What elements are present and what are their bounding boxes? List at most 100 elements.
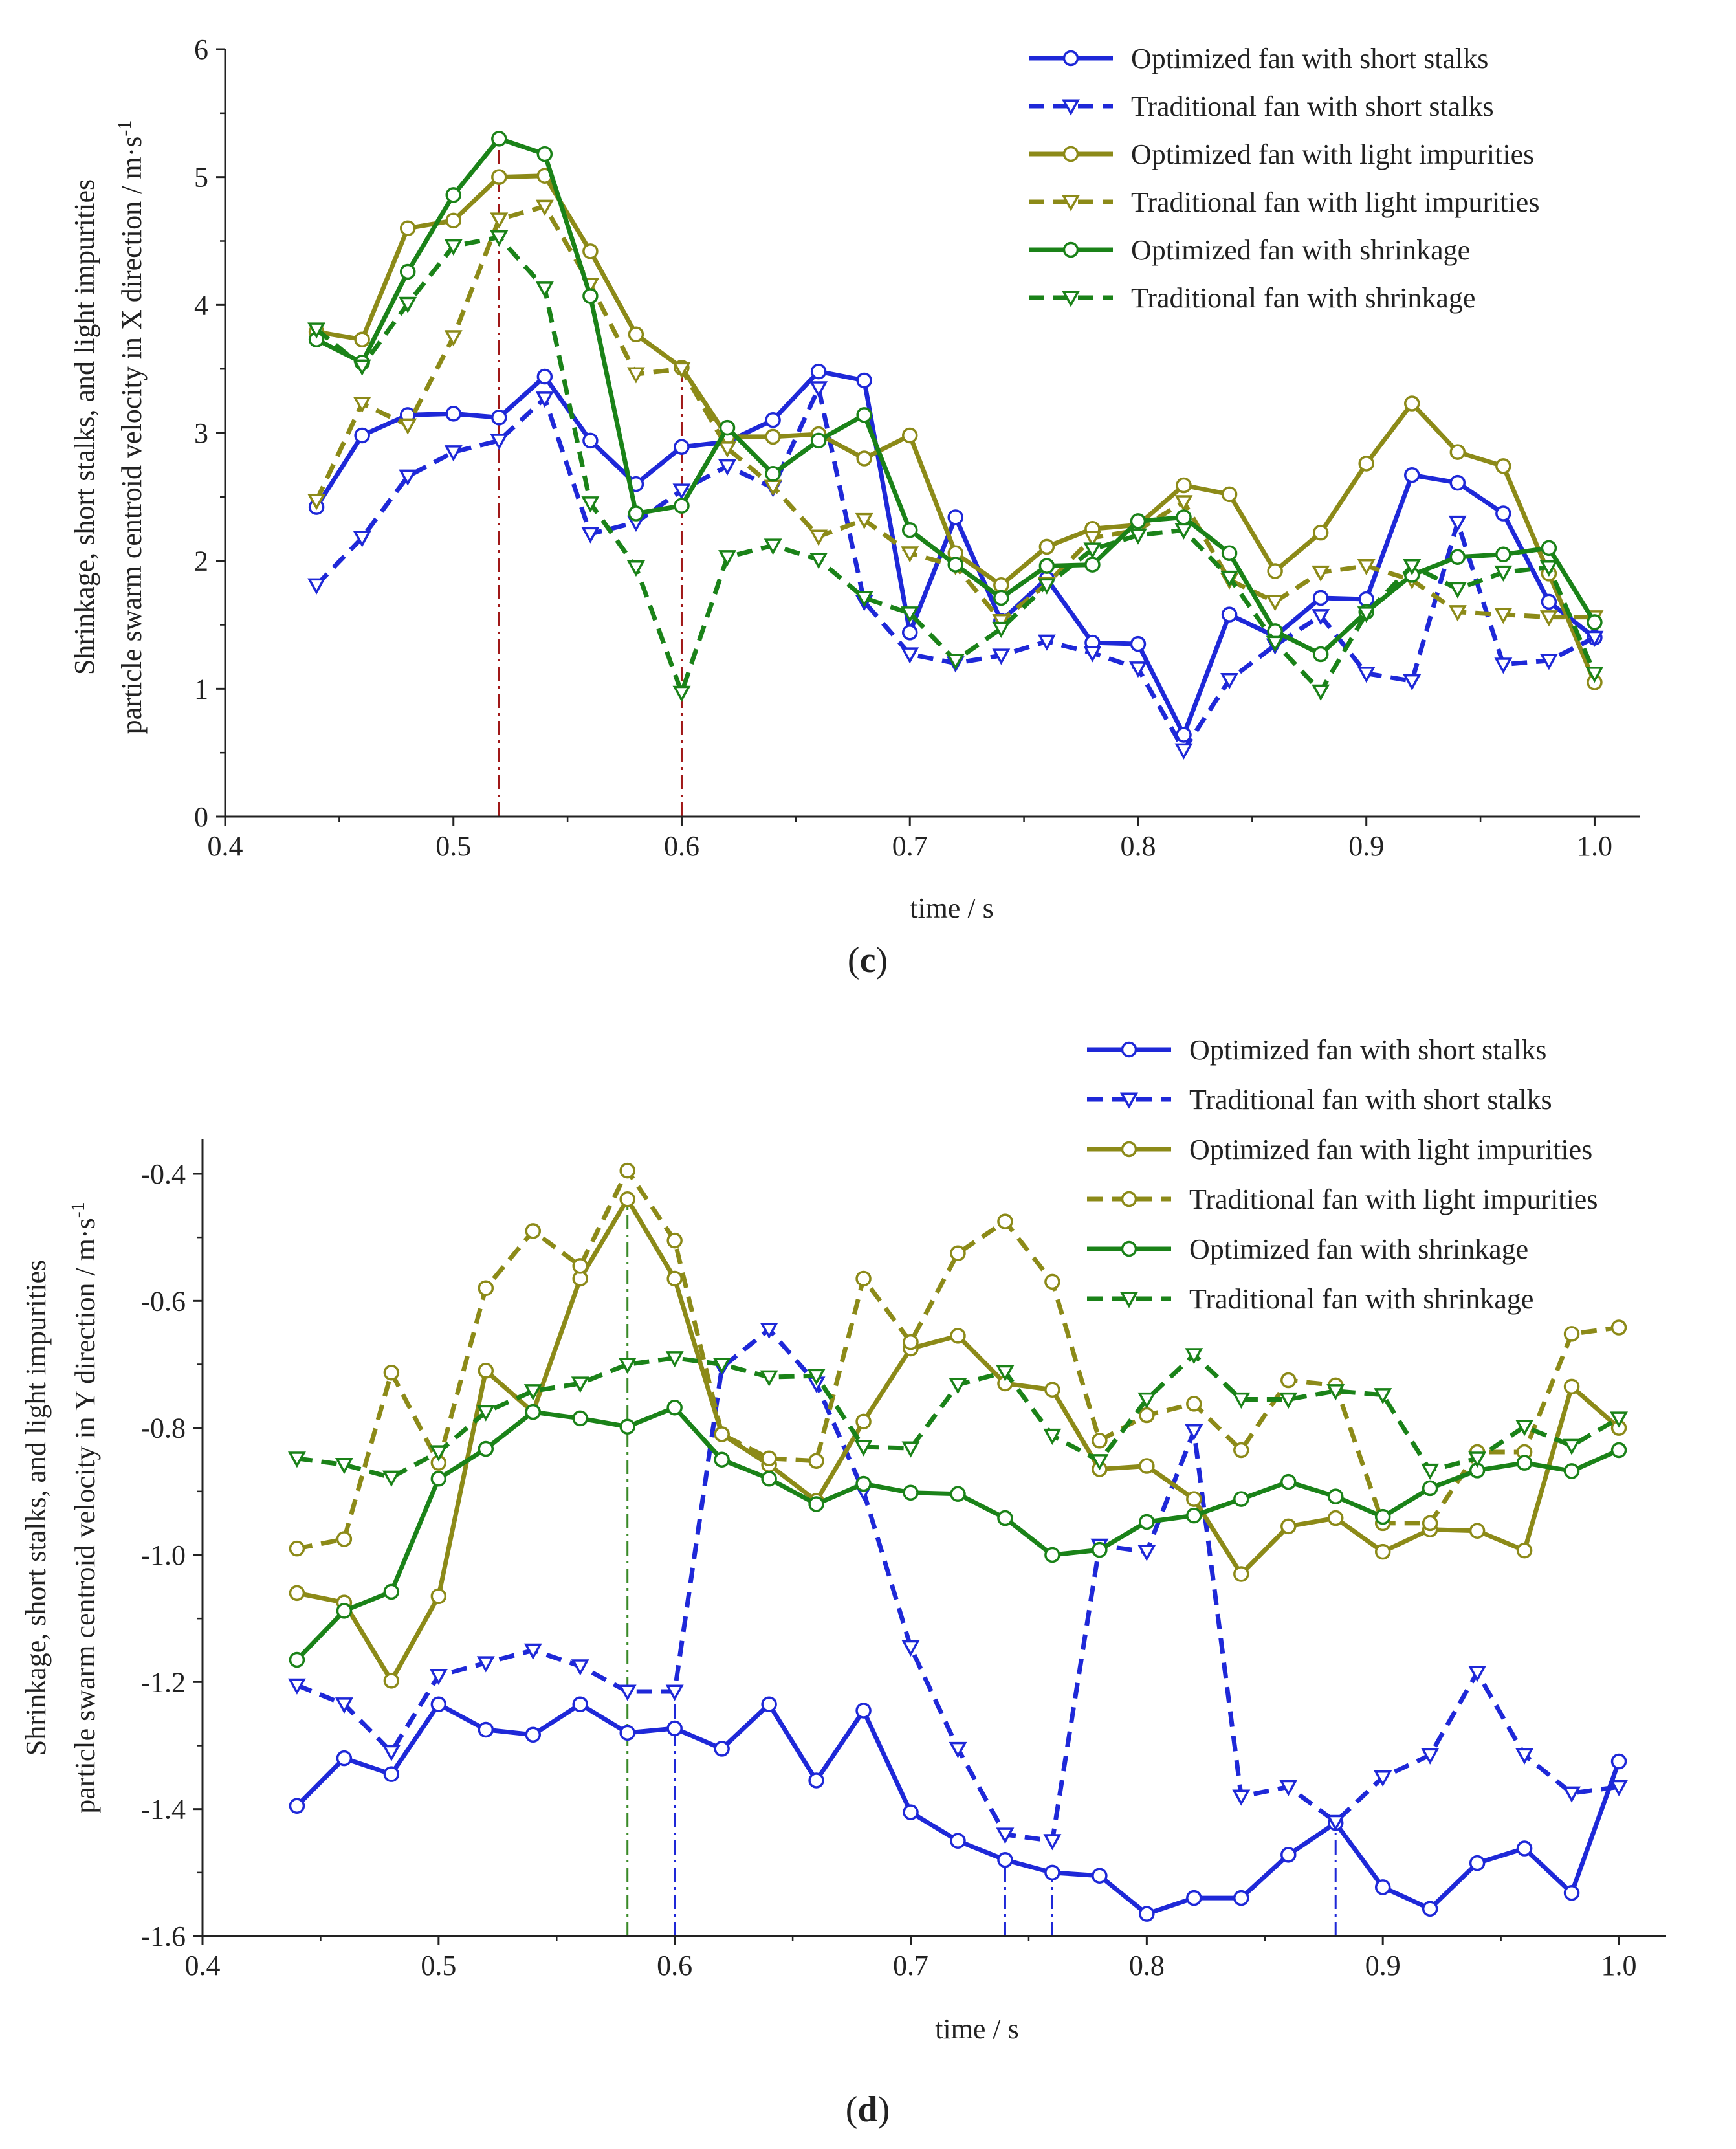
chart-c-x-tick-label-6: 1.0 bbox=[1577, 830, 1612, 862]
chart-c-series-2-point-15 bbox=[993, 577, 1009, 593]
chart-d-series-0-point-16 bbox=[1044, 1864, 1060, 1881]
chart-d-series-5-line bbox=[296, 1352, 1620, 1480]
chart-c-x-tick-label-5: 0.9 bbox=[1348, 830, 1384, 862]
chart-c-series-4-point-15 bbox=[993, 590, 1009, 606]
chart-d-y-tick-label-5: -0.6 bbox=[140, 1285, 186, 1317]
chart-d-x-tick-label-6: 1.0 bbox=[1601, 1950, 1637, 1981]
chart-d-series-1-point-8 bbox=[665, 1684, 684, 1701]
chart-d-series-2-point-27 bbox=[1563, 1378, 1580, 1395]
chart-d-legend-label-2: Optimized fan with light impurities bbox=[1189, 1134, 1592, 1165]
chart-d-series-0-point-2 bbox=[383, 1766, 400, 1782]
chart-c-series-0-point-18 bbox=[1130, 635, 1147, 652]
chart-d-series-4-point-27 bbox=[1563, 1463, 1580, 1479]
chart-d-series-5-point-3 bbox=[429, 1445, 448, 1462]
chart-c-series-5-point-15 bbox=[992, 621, 1011, 639]
chart-c-series-2-point-20 bbox=[1221, 486, 1238, 503]
chart-d-series-5-point-18 bbox=[1137, 1392, 1156, 1409]
chart-d-series-2-point-21 bbox=[1280, 1518, 1297, 1535]
chart-d-series-1-point-27 bbox=[1563, 1786, 1581, 1803]
chart-d-y-tick-label-1: -1.4 bbox=[140, 1794, 186, 1825]
chart-d-series-0-point-27 bbox=[1563, 1884, 1580, 1901]
chart-c-series-3-point-19 bbox=[1174, 495, 1193, 512]
chart-c-series-3-point-21 bbox=[1266, 595, 1284, 612]
chart-c-series-4-point-8 bbox=[674, 498, 690, 514]
chart-d-series-0-point-13 bbox=[903, 1804, 919, 1820]
chart-c-y-tick-label-6: 6 bbox=[194, 34, 208, 65]
chart-d-series-1 bbox=[287, 1322, 1629, 1851]
chart-c-series-3-point-1 bbox=[353, 396, 371, 413]
chart-c-series-5-point-26 bbox=[1494, 565, 1513, 582]
chart-c-series-3-point-22 bbox=[1312, 565, 1330, 582]
chart-d-series-4-point-11 bbox=[808, 1496, 824, 1512]
chart-d-series-3-point-18 bbox=[1139, 1407, 1155, 1424]
chart-c-series-5-point-25 bbox=[1448, 582, 1467, 599]
chart-c-legend-label-4: Optimized fan with shrinkage bbox=[1131, 234, 1470, 266]
chart-c-y-tick-label-0: 0 bbox=[194, 801, 208, 833]
chart-d-series-3-point-1 bbox=[336, 1531, 353, 1547]
chart-d-series-1-point-15 bbox=[996, 1827, 1015, 1844]
chart-c-series-4-point-3 bbox=[445, 187, 461, 203]
chart-d-series-0-point-20 bbox=[1233, 1890, 1249, 1906]
chart-d-series-2-point-25 bbox=[1469, 1523, 1486, 1539]
chart-d-series-5-point-6 bbox=[571, 1376, 589, 1393]
chart-d-legend: Optimized fan with short stalks Tradition… bbox=[1087, 1034, 1598, 1315]
chart-c-legend-item-2: Optimized fan with light impurities bbox=[1029, 138, 1534, 170]
chart-c-series-5-point-8 bbox=[672, 685, 691, 702]
chart-d-series-1-point-6 bbox=[571, 1659, 589, 1676]
chart-d-series-3-point-15 bbox=[997, 1213, 1013, 1229]
chart-d-legend-item-2: Optimized fan with light impurities bbox=[1087, 1134, 1592, 1165]
chart-d-series-1-point-2 bbox=[382, 1745, 401, 1761]
chart-d-series-3-point-28 bbox=[1610, 1319, 1627, 1336]
chart-d-series-2-point-0 bbox=[289, 1585, 305, 1602]
chart-d-series-1-point-23 bbox=[1374, 1770, 1392, 1787]
chart-d-x-tick-label-3: 0.7 bbox=[893, 1950, 928, 1981]
chart-d-legend-marker-2 bbox=[1121, 1141, 1137, 1158]
chart-d-series-0-point-24 bbox=[1422, 1901, 1438, 1917]
chart-c-series-2-point-12 bbox=[856, 450, 872, 467]
chart-c-series-1-point-6 bbox=[581, 527, 600, 544]
chart-c-series-2-point-23 bbox=[1358, 456, 1374, 472]
chart-d-series-2-point-26 bbox=[1516, 1542, 1533, 1559]
chart-c-series-0-point-25 bbox=[1449, 474, 1466, 491]
chart-c-series-4-point-2 bbox=[399, 263, 416, 280]
chart-d-series-5-point-10 bbox=[760, 1370, 778, 1387]
chart-c-panel-label: (c) bbox=[848, 940, 888, 980]
chart-c-series-1-point-15 bbox=[992, 648, 1011, 665]
chart-c-series-5-point-0 bbox=[307, 322, 326, 339]
chart-c-series-4-point-12 bbox=[856, 407, 872, 423]
chart-c-series-5-point-7 bbox=[626, 560, 645, 577]
chart-c-series-5-point-16 bbox=[1037, 578, 1056, 595]
chart-c-series-4-point-10 bbox=[765, 466, 781, 482]
chart-d-series-5-point-13 bbox=[901, 1441, 920, 1458]
chart-c-series-5-point-23 bbox=[1357, 606, 1376, 623]
chart-c-series-5-point-1 bbox=[353, 359, 371, 376]
chart-c-series-0-point-24 bbox=[1404, 467, 1420, 483]
chart-c-series-1-point-0 bbox=[307, 578, 326, 595]
chart-c-series-2-point-6 bbox=[582, 243, 599, 259]
chart-d-series-4-point-2 bbox=[383, 1583, 400, 1600]
chart-c-series-0-point-22 bbox=[1312, 590, 1329, 606]
chart-c-series-0-point-13 bbox=[901, 624, 918, 641]
chart-d-series-3-point-8 bbox=[666, 1232, 683, 1249]
chart-c-series-1-point-3 bbox=[444, 445, 463, 462]
chart-c-y-axis-title: Shrinkage, short stalks, and light impur… bbox=[69, 179, 100, 675]
chart-d-guides bbox=[626, 1199, 1337, 1936]
chart-c-panel-label-open: ( bbox=[848, 940, 860, 980]
chart-c-series-0-point-5 bbox=[536, 368, 553, 385]
chart-d-series-3-point-16 bbox=[1044, 1273, 1060, 1290]
chart-c-series-0-point-6 bbox=[582, 432, 599, 449]
chart-c-series-2-point-7 bbox=[628, 326, 644, 343]
chart-c-series-0-point-26 bbox=[1495, 505, 1511, 522]
chart-d-series-3-point-24 bbox=[1422, 1515, 1438, 1532]
chart-d-series-2-point-2 bbox=[383, 1673, 400, 1689]
chart-c-series-4-point-20 bbox=[1221, 545, 1238, 562]
chart-d-series-4-point-21 bbox=[1280, 1473, 1297, 1490]
chart-c-y-tick-label-3: 3 bbox=[194, 417, 208, 449]
chart-d-series-0-point-23 bbox=[1374, 1879, 1391, 1895]
chart-d-legend-marker-3 bbox=[1121, 1191, 1137, 1207]
chart-c-series-1-point-9 bbox=[718, 459, 737, 476]
chart-d-panel-label: (d) bbox=[846, 2089, 890, 2130]
chart-d-legend-marker-4 bbox=[1121, 1240, 1137, 1257]
chart-d-series-2 bbox=[289, 1191, 1627, 1689]
